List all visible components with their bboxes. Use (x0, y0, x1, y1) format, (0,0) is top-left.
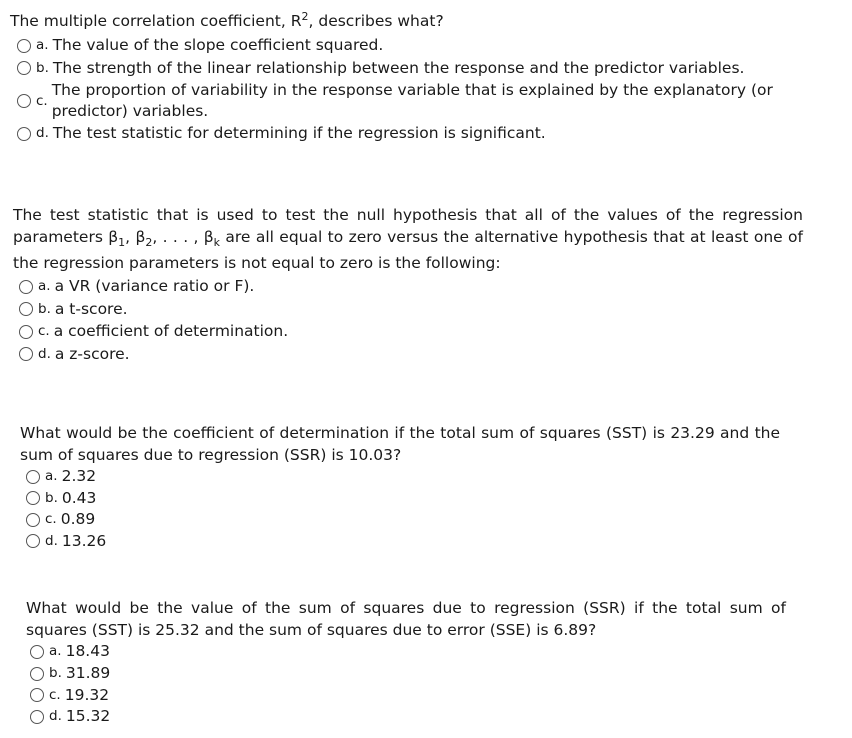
option-c[interactable]: c. 0.89 (26, 509, 780, 531)
option-a[interactable]: a. 18.43 (30, 641, 786, 663)
radio-button[interactable] (30, 666, 44, 681)
question-2-stem: The test statistic that is used to test … (13, 206, 803, 273)
radio-button[interactable] (26, 534, 40, 549)
radio-button[interactable] (30, 644, 44, 659)
option-b[interactable]: b. The strength of the linear relationshi… (17, 57, 830, 80)
option-c[interactable]: c. 19.32 (30, 684, 786, 706)
question-1-stem: The multiple correlation coefficient, R2… (10, 10, 444, 31)
radio-button[interactable] (26, 512, 40, 527)
option-a[interactable]: a. a VR (variance ratio or F). (19, 276, 803, 299)
option-c[interactable]: c. The proportion of variability in the r… (17, 80, 830, 123)
option-a[interactable]: a. 2.32 (26, 466, 780, 488)
question-4-stem: What would be the value of the sum of sq… (26, 599, 786, 639)
option-d[interactable]: d. 15.32 (30, 706, 786, 728)
option-a[interactable]: a. The value of the slope coefficient squ… (17, 35, 830, 58)
question-3: What would be the coefficient of determi… (20, 423, 780, 552)
question-3-stem: What would be the coefficient of determi… (20, 424, 780, 464)
radio-button[interactable] (19, 279, 33, 294)
radio-button[interactable] (26, 491, 40, 506)
radio-button[interactable] (30, 688, 44, 703)
option-d[interactable]: d. The test statistic for determining if … (17, 123, 830, 146)
radio-button[interactable] (30, 709, 44, 724)
option-b[interactable]: b. a t-score. (19, 298, 803, 321)
option-b[interactable]: b. 0.43 (26, 488, 780, 510)
option-d[interactable]: d. a z-score. (19, 343, 803, 366)
radio-button[interactable] (19, 347, 33, 362)
radio-button[interactable] (19, 324, 33, 339)
option-c[interactable]: c. a coefficient of determination. (19, 321, 803, 344)
question-4: What would be the value of the sum of sq… (26, 598, 786, 728)
question-1: The multiple correlation coefficient, R2… (10, 6, 830, 145)
radio-button[interactable] (26, 469, 40, 484)
radio-button[interactable] (17, 38, 31, 53)
question-2: The test statistic that is used to test … (13, 205, 803, 366)
radio-button[interactable] (17, 126, 31, 141)
radio-button[interactable] (19, 302, 33, 317)
radio-button[interactable] (17, 61, 31, 76)
radio-button[interactable] (17, 94, 31, 109)
option-d[interactable]: d. 13.26 (26, 531, 780, 553)
option-b[interactable]: b. 31.89 (30, 663, 786, 685)
